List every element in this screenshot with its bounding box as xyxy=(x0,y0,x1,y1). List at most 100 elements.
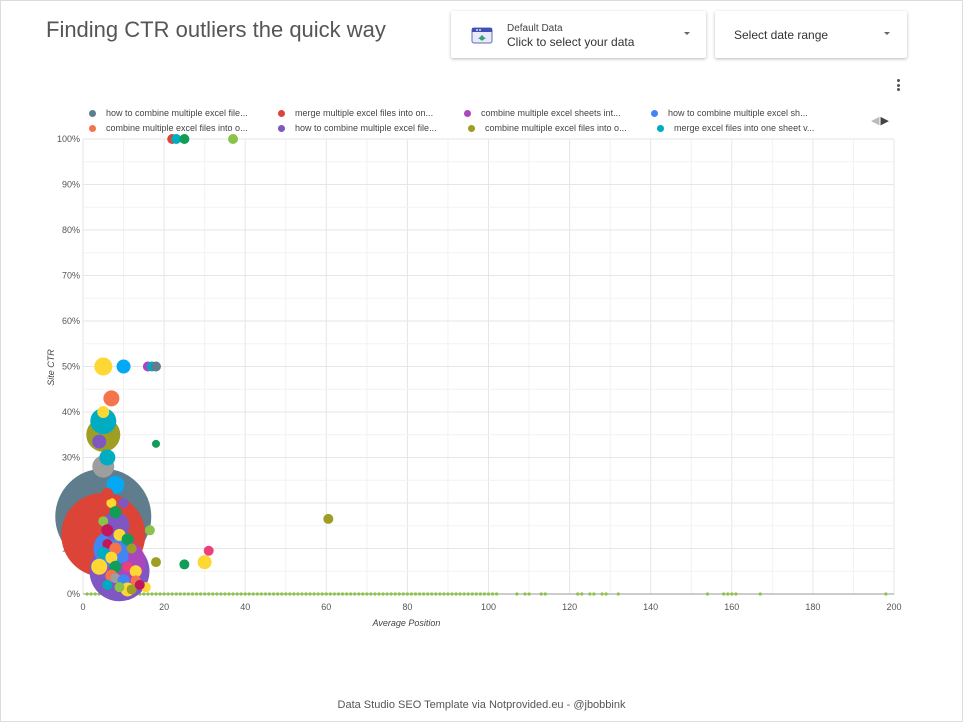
data-point xyxy=(179,134,190,144)
data-point xyxy=(162,592,166,596)
y-axis-title: Site CTR xyxy=(46,349,56,386)
data-point xyxy=(470,592,474,596)
data-point xyxy=(592,592,596,596)
data-point xyxy=(369,592,373,596)
data-point xyxy=(271,592,276,596)
legend-item[interactable]: merge excel files into one sheet v... xyxy=(657,123,814,133)
legend-label: how to combine multiple excel file... xyxy=(295,123,437,133)
data-point xyxy=(490,592,495,596)
data-point xyxy=(263,592,268,596)
legend-pager[interactable]: ◀▶ xyxy=(871,114,889,127)
data-point xyxy=(186,592,191,596)
data-point xyxy=(276,592,280,596)
data-point xyxy=(99,449,116,466)
data-point xyxy=(478,592,482,596)
data-point xyxy=(227,592,231,596)
data-point xyxy=(726,592,730,596)
data-point xyxy=(91,558,108,575)
y-tick-label: 0% xyxy=(67,589,80,599)
data-point xyxy=(102,579,113,590)
y-tick-label: 90% xyxy=(62,180,80,190)
y-tick-label: 70% xyxy=(62,271,80,281)
data-point xyxy=(89,592,93,596)
data-point xyxy=(884,592,888,596)
data-point xyxy=(300,592,304,596)
legend-label: combine multiple excel sheets int... xyxy=(481,108,621,118)
legend-item[interactable]: combine multiple excel files into o... xyxy=(468,123,627,133)
chevron-down-icon[interactable] xyxy=(884,32,890,35)
data-point xyxy=(158,592,162,596)
data-point xyxy=(129,565,142,578)
data-point xyxy=(106,498,117,508)
x-tick-label: 180 xyxy=(805,602,820,612)
data-point xyxy=(166,592,170,596)
data-point xyxy=(442,592,446,596)
date-range-control[interactable]: Select date range xyxy=(715,11,907,58)
data-point xyxy=(247,592,251,596)
data-point xyxy=(365,592,369,596)
data-point xyxy=(405,592,409,596)
data-point xyxy=(126,584,137,595)
legend-item[interactable]: how to combine multiple excel file... xyxy=(278,123,437,133)
data-point xyxy=(296,592,300,596)
data-point xyxy=(422,592,426,596)
data-point xyxy=(353,592,357,596)
data-point xyxy=(235,592,239,596)
data-point xyxy=(486,592,491,596)
data-point xyxy=(324,592,328,596)
legend-item[interactable]: how to combine multiple excel sh... xyxy=(651,108,808,118)
data-point xyxy=(722,592,726,596)
x-tick-label: 40 xyxy=(240,602,250,612)
data-point xyxy=(105,551,118,564)
date-range-label: Select date range xyxy=(734,28,829,42)
data-point xyxy=(154,592,158,596)
data-point xyxy=(171,134,182,144)
data-point xyxy=(178,592,182,596)
data-point xyxy=(393,592,397,596)
data-source-label: Default Data xyxy=(507,23,563,34)
legend-swatch xyxy=(89,110,96,117)
data-point xyxy=(150,592,154,596)
data-point xyxy=(316,592,320,596)
x-tick-label: 0 xyxy=(80,602,85,612)
data-point xyxy=(430,592,434,596)
data-source-control[interactable]: Default Data Click to select your data xyxy=(451,11,706,58)
data-point xyxy=(758,592,762,596)
data-point xyxy=(170,592,174,596)
data-point xyxy=(255,592,259,596)
legend-label: merge excel files into one sheet v... xyxy=(674,123,815,133)
data-point xyxy=(215,592,219,596)
data-point xyxy=(118,498,129,508)
data-source-icon xyxy=(471,27,493,44)
legend-item[interactable]: how to combine multiple excel file... xyxy=(89,108,248,118)
data-point xyxy=(328,592,332,596)
legend-prev-icon[interactable]: ◀ xyxy=(871,115,880,127)
data-point xyxy=(332,592,337,596)
data-source-value: Click to select your data xyxy=(507,35,635,49)
legend-next-icon[interactable]: ▶ xyxy=(880,115,889,127)
y-tick-label: 100% xyxy=(57,134,80,144)
x-tick-label: 20 xyxy=(159,602,169,612)
data-point xyxy=(357,592,361,596)
chevron-down-icon[interactable] xyxy=(684,32,690,35)
data-point xyxy=(446,592,450,596)
legend-item[interactable]: combine multiple excel sheets int... xyxy=(464,108,621,118)
legend-label: combine multiple excel files into o... xyxy=(485,123,627,133)
data-point xyxy=(97,406,110,418)
x-axis-title: Average Position xyxy=(372,618,441,628)
legend-item[interactable]: merge multiple excel files into on... xyxy=(278,108,433,118)
data-point xyxy=(116,359,131,374)
data-point xyxy=(495,592,499,596)
data-point xyxy=(361,592,365,596)
data-point xyxy=(466,592,470,596)
data-point xyxy=(284,592,288,596)
more-options-icon[interactable] xyxy=(894,79,902,93)
data-point xyxy=(304,592,308,596)
data-point xyxy=(280,592,284,596)
data-point xyxy=(576,592,580,596)
data-point xyxy=(203,545,214,556)
data-point xyxy=(101,487,114,500)
data-point xyxy=(340,592,345,596)
data-point xyxy=(231,592,235,596)
legend-item[interactable]: combine multiple excel files into o... xyxy=(89,123,248,133)
